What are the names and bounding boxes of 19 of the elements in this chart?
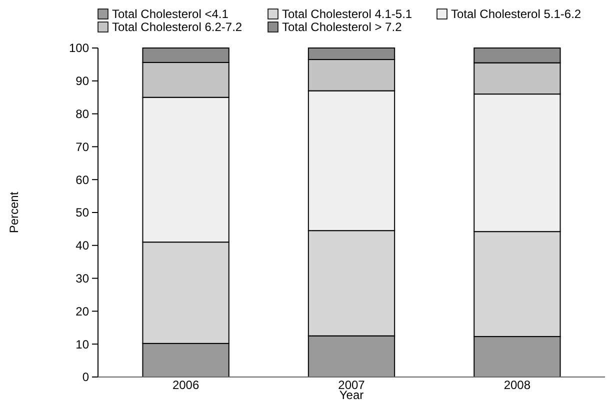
y-tick-label: 40 bbox=[76, 238, 90, 253]
y-tick-label: 60 bbox=[76, 172, 90, 187]
x-tick-label: 2006 bbox=[172, 378, 200, 392]
y-axis-title: Percent bbox=[7, 191, 21, 234]
y-tick-label: 70 bbox=[76, 140, 90, 154]
legend-label: Total Cholesterol 6.2-7.2 bbox=[112, 20, 242, 34]
y-tick-label: 80 bbox=[76, 107, 90, 121]
y-tick-label: 10 bbox=[76, 337, 90, 352]
legend-label: Total Cholesterol 5.1-6.2 bbox=[451, 7, 582, 21]
y-tick-label: 90 bbox=[76, 74, 90, 88]
legend-label: Total Cholesterol > 7.2 bbox=[282, 20, 402, 34]
y-tick-label: 100 bbox=[68, 41, 90, 56]
legend-label: Total Cholesterol 4.1-5.1 bbox=[282, 7, 412, 21]
y-tick-label: 0 bbox=[82, 370, 90, 384]
y-tick-label: 30 bbox=[76, 272, 90, 286]
x-tick-label: 2008 bbox=[504, 378, 531, 392]
legend-label: Total Cholesterol <4.1 bbox=[112, 7, 229, 21]
y-tick-label: 20 bbox=[76, 304, 90, 318]
y-tick-label: 50 bbox=[76, 206, 90, 220]
